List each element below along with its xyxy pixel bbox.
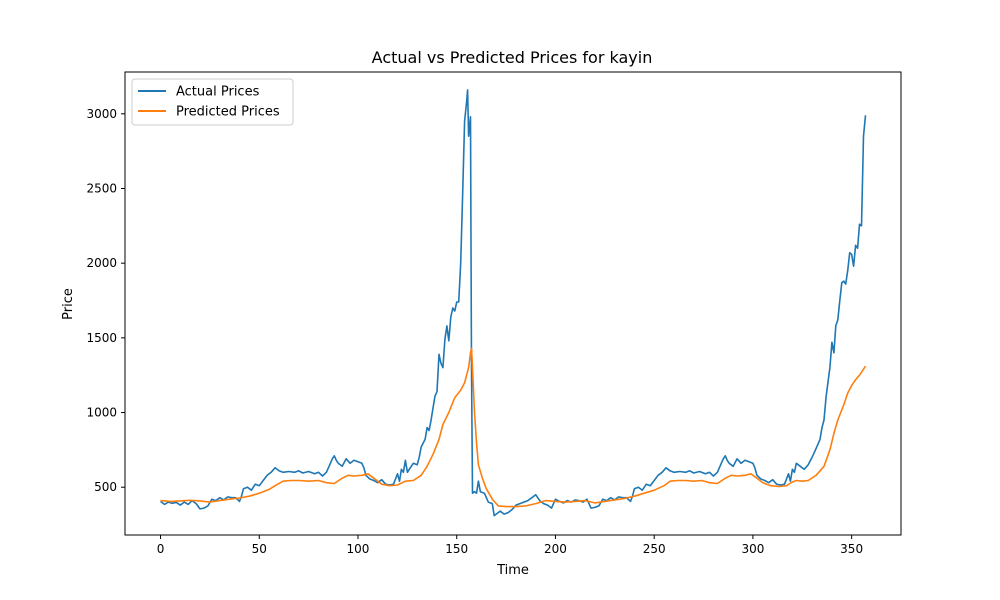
x-tick-label: 250 [643,542,666,556]
legend: Actual Prices Predicted Prices [131,78,294,126]
x-tick-label: 0 [157,542,165,556]
chart-title: Actual vs Predicted Prices for kayin [372,48,653,67]
plot-area-frame [124,71,902,536]
x-tick-label: 50 [252,542,267,556]
y-tick-label: 3000 [86,107,117,121]
y-tick-label: 1000 [86,406,117,420]
legend-box [131,78,294,126]
x-tick-label: 350 [840,542,863,556]
x-tick-label: 300 [741,542,764,556]
legend-label: Actual Prices [176,85,260,100]
y-axis-ticks: 500 1000 1500 2000 2500 3000 [86,107,125,494]
series-line-predicted-prices [160,347,867,508]
x-axis-ticks: 0 50 100 150 200 250 300 350 [157,535,863,556]
y-tick-label: 2500 [86,181,117,195]
x-axis-label: Time [496,563,529,578]
y-tick-label: 1500 [86,331,117,345]
y-axis-label: Price [61,288,76,320]
x-tick-label: 150 [445,542,468,556]
y-tick-label: 2000 [86,256,117,270]
plot-series [160,89,867,517]
y-tick-label: 500 [94,480,117,494]
x-tick-label: 100 [347,542,370,556]
x-tick-label: 200 [544,542,567,556]
series-line-actual-prices [160,89,867,517]
legend-label: Predicted Prices [176,105,280,120]
